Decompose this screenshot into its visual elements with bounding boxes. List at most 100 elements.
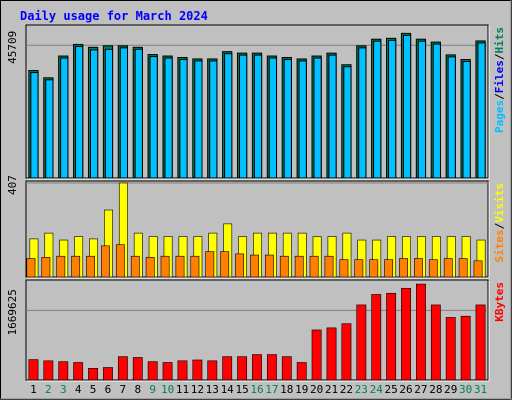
x-tick-label-day-28: 28 [429, 383, 442, 396]
x-tick-label-day-31: 31 [474, 383, 487, 396]
bar-sites-day-29 [443, 258, 453, 278]
x-tick-label-day-27: 27 [414, 383, 427, 396]
bar-kbytes-day-1 [28, 359, 39, 381]
bar-kbytes-day-14 [222, 356, 233, 381]
bar-kbytes-day-4 [73, 362, 84, 381]
bar-sites-day-19 [294, 255, 304, 278]
bar-kbytes-day-13 [207, 360, 218, 381]
bar-kbytes-day-17 [266, 354, 277, 381]
bar-pages-day-27 [417, 40, 427, 179]
bar-kbytes-day-9 [147, 361, 158, 381]
legend-separator: / [493, 53, 506, 60]
x-tick-label-day-21: 21 [325, 383, 338, 396]
x-tick-label-day-22: 22 [340, 383, 353, 396]
bar-kbytes-day-28 [430, 304, 441, 381]
x-tick-label-day-24: 24 [370, 383, 384, 396]
bar-kbytes-day-7 [117, 356, 128, 381]
x-tick-label-day-4: 4 [75, 383, 82, 396]
bar-pages-day-23 [358, 47, 367, 179]
bar-pages-day-11 [179, 58, 188, 179]
legend-sites: Sites [493, 229, 506, 262]
x-tick-label-day-18: 18 [280, 383, 293, 396]
panel-kbytes-ymax-label: 1669625 [6, 289, 19, 335]
bar-pages-day-21 [328, 54, 337, 179]
x-tick-label-day-8: 8 [134, 383, 141, 396]
bar-kbytes-day-25 [386, 292, 397, 381]
panel-visits: 407 Sites/Visits [6, 175, 506, 279]
legend-separator: / [493, 93, 506, 100]
x-tick-label-day-5: 5 [90, 383, 97, 396]
bar-sites-day-6 [101, 245, 110, 278]
bar-sites-day-5 [86, 255, 95, 278]
bar-kbytes-day-12 [192, 359, 203, 381]
bar-sites-day-14 [220, 251, 230, 278]
x-tick-label-day-6: 6 [105, 383, 112, 396]
bar-sites-day-23 [354, 259, 364, 278]
bar-kbytes-day-5 [88, 368, 98, 381]
bar-kbytes-day-31 [475, 304, 486, 381]
x-tick-label-day-20: 20 [310, 383, 323, 396]
bar-kbytes-day-19 [296, 362, 307, 381]
bar-sites-day-7 [115, 244, 125, 278]
x-tick-label-day-19: 19 [295, 383, 308, 396]
x-tick-label-day-16: 16 [250, 383, 263, 396]
bar-kbytes-day-15 [237, 356, 248, 381]
bar-sites-day-25 [384, 259, 394, 278]
bar-sites-day-21 [324, 255, 334, 278]
legend-pages: Pages [493, 100, 506, 133]
panel-hits-legend: Pages/Files/Hits [493, 27, 506, 133]
panel-kbytes-legend: KBytes [493, 282, 506, 322]
bar-sites-day-31 [473, 260, 483, 278]
bar-pages-day-6 [104, 48, 114, 179]
bar-sites-day-8 [130, 255, 140, 278]
bar-kbytes-day-18 [281, 356, 292, 381]
panel-visits-ymax-label: 407 [6, 175, 19, 195]
bar-pages-day-17 [268, 57, 278, 179]
x-axis-labels: 1 2 3 4 5 6 7 8 9 10 11 12 13 14 15 16 17 18 19 20 21 22 23 24 2… [30, 383, 487, 396]
bar-kbytes-day-29 [445, 317, 456, 381]
legend-kbytes: KBytes [493, 282, 506, 322]
x-tick-label-day-25: 25 [385, 383, 398, 396]
bar-pages-day-31 [477, 42, 486, 179]
bar-kbytes-day-2 [43, 360, 54, 381]
bar-pages-day-14 [224, 53, 233, 179]
bar-sites-day-3 [56, 255, 66, 278]
bar-kbytes-day-11 [177, 360, 188, 381]
bar-kbytes-day-8 [132, 357, 143, 381]
bar-sites-day-22 [339, 259, 349, 278]
x-tick-label-day-17: 17 [265, 383, 278, 396]
x-tick-label-day-23: 23 [355, 383, 368, 396]
bar-sites-day-12 [190, 255, 200, 278]
x-tick-label-day-2: 2 [45, 383, 52, 396]
x-tick-label-day-13: 13 [206, 383, 219, 396]
bar-pages-day-25 [388, 39, 397, 179]
bar-pages-day-7 [119, 47, 128, 179]
x-tick-label-day-15: 15 [235, 383, 248, 396]
bar-pages-day-22 [343, 66, 352, 179]
bar-sites-day-13 [205, 251, 215, 278]
bar-kbytes-day-20 [311, 329, 322, 381]
x-tick-label-day-29: 29 [444, 383, 457, 396]
x-tick-label-day-3: 3 [60, 383, 67, 396]
bar-sites-day-26 [399, 258, 408, 278]
bar-pages-day-12 [194, 60, 203, 179]
bar-pages-day-30 [462, 61, 471, 179]
bar-sites-day-2 [41, 257, 51, 278]
bar-sites-day-1 [26, 258, 36, 278]
bar-kbytes-day-22 [341, 323, 352, 381]
panel-visits-legend: Sites/Visits [493, 183, 506, 263]
bar-pages-day-2 [45, 79, 54, 179]
x-tick-label-day-1: 1 [30, 383, 37, 396]
bar-pages-day-1 [30, 72, 39, 179]
x-tick-label-day-12: 12 [191, 383, 204, 396]
bar-sites-day-10 [160, 255, 170, 278]
bar-kbytes-day-30 [460, 315, 471, 381]
bar-kbytes-day-26 [401, 287, 411, 381]
panel-kbytes: 1669625 KBytes [6, 279, 506, 382]
bar-kbytes-day-10 [162, 362, 173, 381]
legend-hits: Hits [493, 27, 506, 54]
legend-visits: Visits [493, 183, 506, 223]
bar-sites-day-9 [145, 257, 155, 278]
legend-separator: / [493, 222, 506, 229]
